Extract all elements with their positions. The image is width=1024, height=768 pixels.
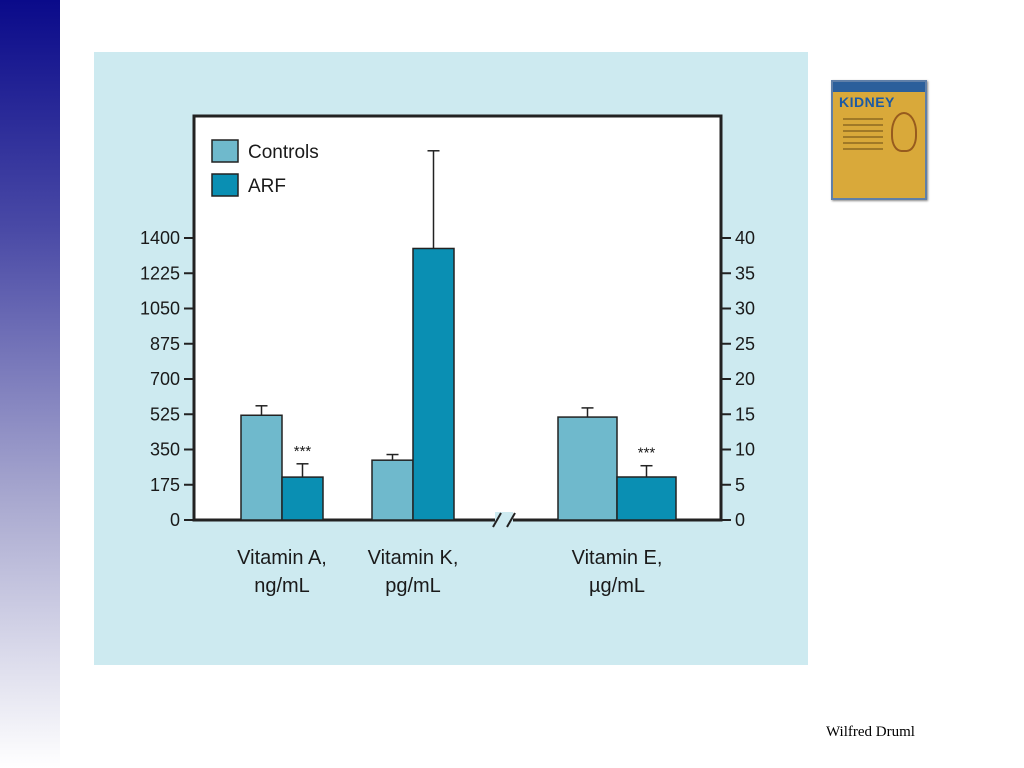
right-axis-tick-label: 5 — [735, 475, 745, 495]
left-axis-tick-label: 0 — [170, 510, 180, 530]
category-label: ng/mL — [254, 575, 310, 597]
right-axis-tick-label: 40 — [735, 228, 755, 248]
left-axis-tick-label: 175 — [150, 475, 180, 495]
right-axis-tick-label: 15 — [735, 404, 755, 424]
legend-swatch — [211, 173, 239, 197]
footer-author: Wilfred Druml — [826, 724, 915, 740]
chart-panel: 0 175 350 525 700 875 1050 1225 1400 0 5 10 15 20 25 30… — [94, 52, 808, 665]
legend-label: ARF — [248, 176, 286, 197]
legend-label: Controls — [248, 142, 319, 163]
right-axis-tick-label: 35 — [735, 263, 755, 283]
axis-break-mark — [492, 512, 502, 528]
bar-controls — [240, 414, 283, 521]
significance-label: *** — [638, 445, 656, 462]
left-axis-tick-label: 1050 — [140, 299, 180, 319]
right-axis-tick-label: 25 — [735, 334, 755, 354]
significance-label: *** — [294, 443, 312, 460]
left-axis-tick-label: 700 — [150, 369, 180, 389]
bar-arf — [281, 476, 324, 521]
bar-arf — [616, 476, 677, 521]
left-axis-tick-label: 875 — [150, 334, 180, 354]
axis-break-mark — [506, 512, 516, 528]
left-axis-tick-label: 1225 — [140, 263, 180, 283]
left-axis-tick-label: 525 — [150, 404, 180, 424]
category-label: Vitamin E, — [572, 547, 663, 569]
vitamin-chart: 0 175 350 525 700 875 1050 1225 1400 0 5 10 15 20 25 30… — [140, 114, 755, 597]
right-axis-tick-label: 20 — [735, 369, 755, 389]
bar-arf — [412, 247, 455, 521]
right-axis-tick-label: 0 — [735, 510, 745, 530]
right-axis-tick-label: 30 — [735, 299, 755, 319]
bar-controls — [557, 416, 618, 521]
bar-controls — [371, 459, 414, 521]
side-gradient-bar — [0, 0, 60, 768]
category-label: Vitamin K, — [368, 547, 459, 569]
left-axis-tick-label: 350 — [150, 440, 180, 460]
category-label: µg/mL — [589, 575, 645, 597]
left-axis-tick-label: 1400 — [140, 228, 180, 248]
category-label: pg/mL — [385, 575, 441, 597]
book-title: KIDNEY — [839, 94, 895, 110]
category-label: Vitamin A, — [237, 547, 327, 569]
right-axis-tick-label: 10 — [735, 440, 755, 460]
legend-swatch — [211, 139, 239, 163]
kidney-book-cover-image: KIDNEY — [831, 80, 927, 200]
